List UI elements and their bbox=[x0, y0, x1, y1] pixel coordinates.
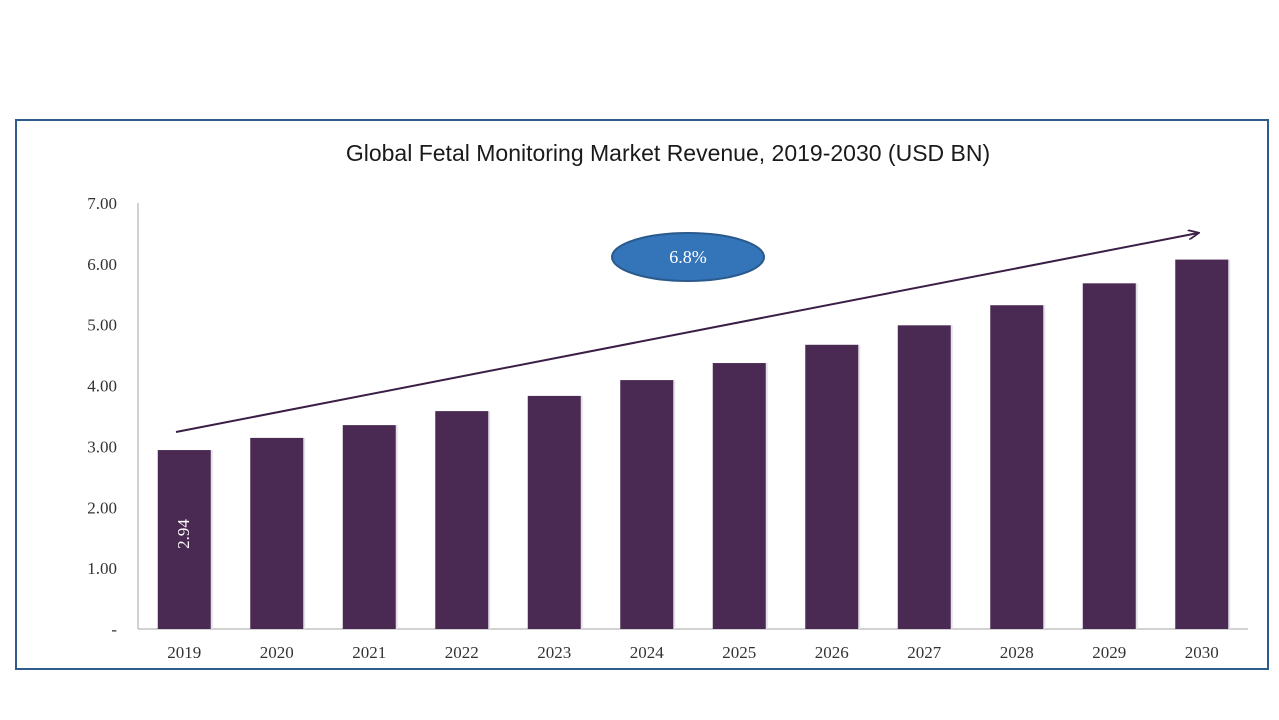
bar bbox=[157, 450, 211, 629]
y-tick-label: 5.00 bbox=[87, 316, 117, 335]
bar bbox=[712, 363, 766, 629]
bar bbox=[990, 305, 1044, 629]
bar bbox=[527, 395, 581, 629]
bar bbox=[342, 425, 396, 629]
x-axis-ticks: 2019 2020 2021 2022 2023 2024 2025 2026 2027 2028… bbox=[167, 643, 1219, 662]
x-tick-label: 2019 bbox=[167, 643, 201, 662]
cagr-label: 6.8% bbox=[669, 247, 707, 267]
bar bbox=[435, 411, 489, 629]
x-tick-label: 2028 bbox=[1000, 643, 1034, 662]
bar bbox=[1082, 283, 1136, 629]
chart-title: Global Fetal Monitoring Market Revenue, … bbox=[345, 140, 991, 166]
bar-data-label: 2.94 bbox=[174, 519, 193, 549]
bar bbox=[620, 380, 674, 629]
bar bbox=[897, 325, 951, 629]
y-tick-label: 4.00 bbox=[87, 377, 117, 396]
data-labels: 2.94 bbox=[174, 519, 193, 549]
x-tick-label: 2024 bbox=[630, 643, 665, 662]
y-axis-ticks: - 1.00 2.00 3.00 4.00 5.00 6.00 7.00 bbox=[87, 194, 117, 639]
cagr-ellipse bbox=[611, 232, 765, 282]
x-tick-label: 2022 bbox=[445, 643, 479, 662]
trend-arrow bbox=[175, 233, 1198, 433]
y-tick-label: 6.00 bbox=[87, 255, 117, 274]
bar bbox=[250, 437, 304, 629]
y-tick-label: 1.00 bbox=[87, 559, 117, 578]
x-tick-label: 2027 bbox=[907, 643, 942, 662]
x-tick-label: 2030 bbox=[1185, 643, 1219, 662]
y-tick-label: 7.00 bbox=[87, 194, 117, 213]
y-tick-label: - bbox=[111, 620, 117, 639]
x-tick-label: 2029 bbox=[1092, 643, 1126, 662]
x-tick-label: 2023 bbox=[537, 643, 571, 662]
x-tick-label: 2025 bbox=[722, 643, 756, 662]
x-tick-label: 2021 bbox=[352, 643, 386, 662]
bar bbox=[805, 344, 859, 629]
y-tick-label: 3.00 bbox=[87, 437, 117, 456]
annotations: 6.8% bbox=[175, 232, 1198, 433]
bars bbox=[157, 259, 1231, 629]
bar bbox=[1175, 259, 1229, 629]
x-tick-label: 2026 bbox=[815, 643, 849, 662]
y-tick-label: 2.00 bbox=[87, 498, 117, 517]
x-tick-label: 2020 bbox=[260, 643, 294, 662]
